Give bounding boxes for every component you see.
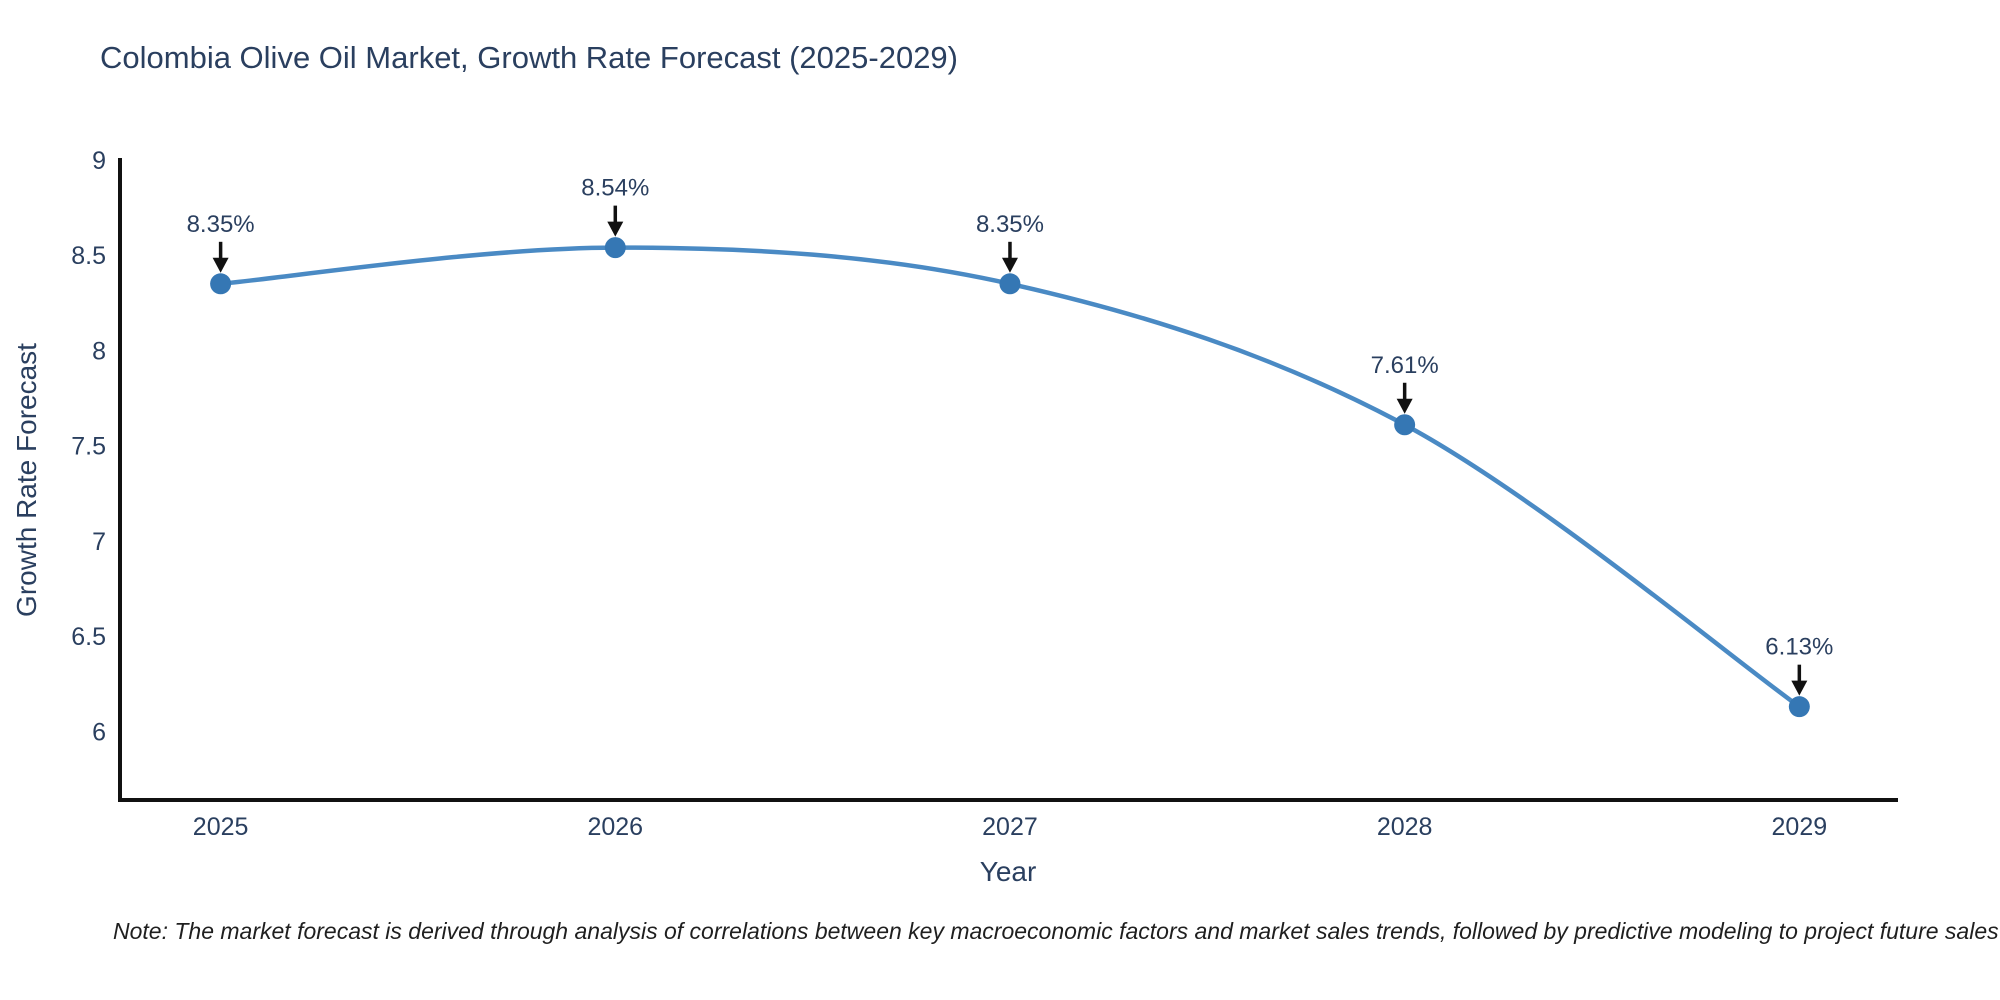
x-tick-label: 2029 [1772, 813, 1828, 841]
point-annotation: 8.54% [581, 175, 649, 237]
annotation-arrowhead-icon [1396, 398, 1413, 414]
annotation-label: 8.54% [581, 175, 649, 202]
annotation-label: 8.35% [187, 211, 255, 238]
annotation-arrowhead-icon [212, 257, 229, 273]
tick-label-layer: 6 6.5 7 7.5 8 8.5 9 2025 2026 2027 2028 2029 [71, 147, 1827, 841]
point-annotation: 8.35% [976, 211, 1044, 273]
annotation-label: 8.35% [976, 211, 1044, 238]
point-annotation: 7.61% [1371, 352, 1439, 414]
annotation-arrowhead-icon [1791, 680, 1808, 696]
trend-line [220, 245, 1801, 709]
data-point-marker [210, 273, 232, 295]
x-tick-label: 2025 [193, 813, 249, 841]
data-point-marker [604, 237, 626, 259]
axes-layer [118, 158, 1898, 802]
y-tick-label: 6 [92, 718, 106, 746]
x-tick-label: 2026 [587, 813, 643, 841]
y-tick-label: 8 [92, 337, 106, 365]
annotation-label: 7.61% [1371, 352, 1439, 379]
data-point-marker [1788, 696, 1810, 718]
x-tick-label: 2027 [982, 813, 1038, 841]
annotation-arrowhead-icon [607, 221, 624, 237]
y-tick-label: 9 [92, 147, 106, 175]
footnote: Note: The market forecast is derived thr… [113, 918, 1999, 944]
y-tick-label: 8.5 [71, 242, 106, 270]
data-point-marker [999, 273, 1021, 295]
line-series-layer [210, 237, 1810, 718]
y-tick-label: 7.5 [71, 433, 106, 461]
y-tick-label: 6.5 [71, 623, 106, 651]
annotation-layer: 8.35% 8.54% 8.35% 7.61% 6.13% [187, 175, 1833, 696]
point-annotation: 6.13% [1765, 634, 1833, 696]
annotation-arrowhead-icon [1001, 257, 1018, 273]
x-axis-title: Year [979, 856, 1037, 887]
x-tick-label: 2028 [1377, 813, 1433, 841]
y-tick-label: 7 [92, 528, 106, 556]
chart-title: Colombia Olive Oil Market, Growth Rate F… [100, 40, 958, 75]
data-point-marker [1394, 414, 1416, 436]
annotation-label: 6.13% [1765, 634, 1833, 661]
point-annotation: 8.35% [187, 211, 255, 273]
